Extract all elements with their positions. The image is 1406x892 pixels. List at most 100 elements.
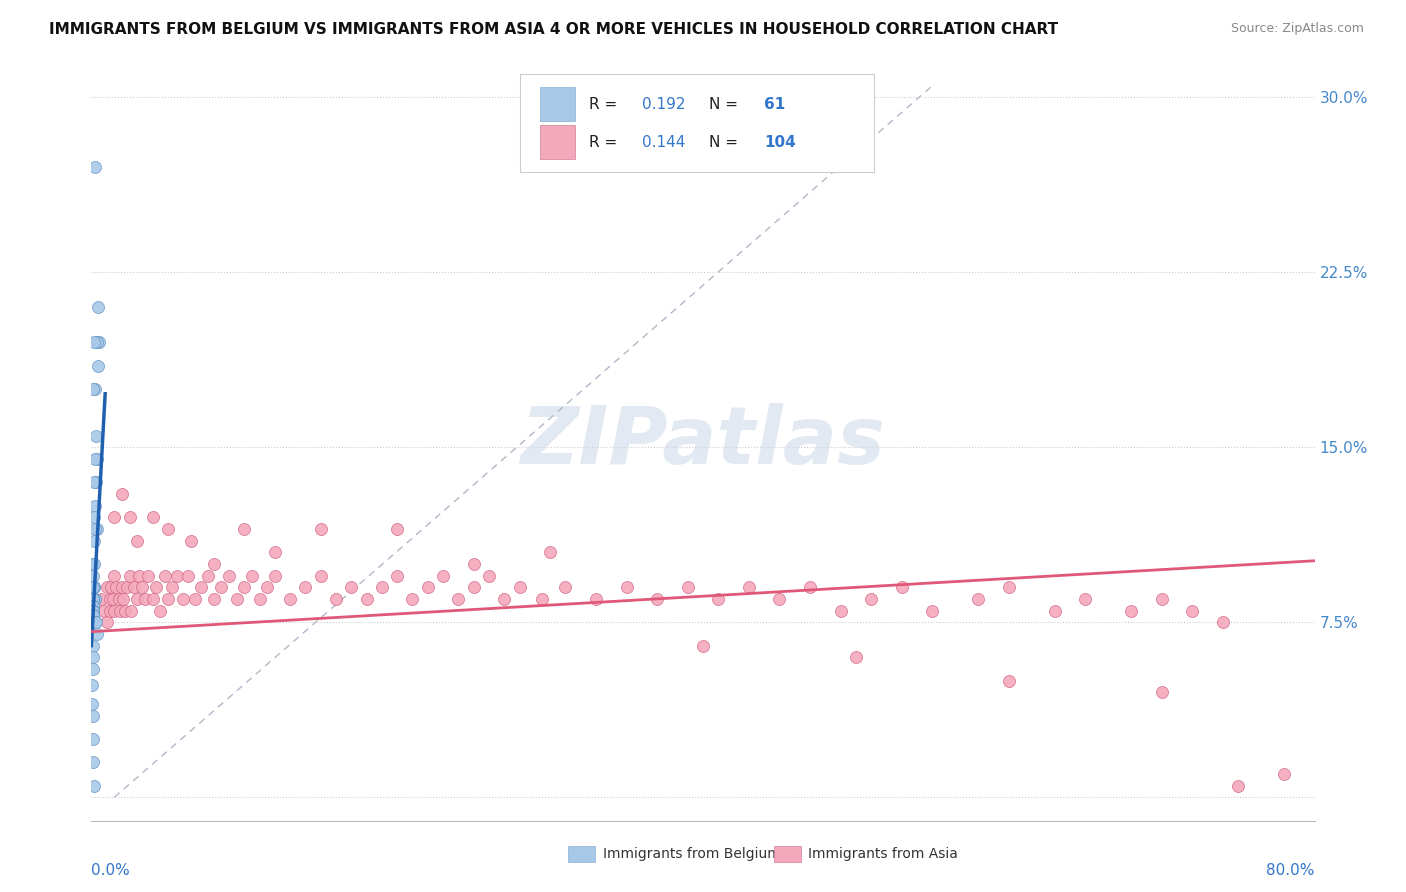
Bar — [540, 87, 575, 120]
Point — [98, 592, 121, 607]
Point — [967, 592, 990, 607]
Bar — [568, 846, 595, 863]
Point — [82, 382, 104, 396]
Point — [103, 604, 125, 618]
Point — [82, 678, 104, 692]
Point — [104, 580, 127, 594]
Point — [371, 580, 394, 594]
Point — [180, 533, 202, 548]
Point — [110, 604, 132, 618]
Point — [84, 522, 107, 536]
Point — [1181, 604, 1204, 618]
Point — [249, 592, 271, 607]
Point — [385, 522, 409, 536]
Point — [177, 568, 200, 582]
Point — [82, 615, 104, 630]
Point — [83, 533, 105, 548]
Point — [240, 568, 263, 582]
Point — [82, 592, 104, 607]
Point — [82, 592, 104, 607]
Point — [131, 580, 153, 594]
Point — [82, 568, 104, 582]
Text: 61: 61 — [765, 96, 786, 112]
Point — [478, 568, 501, 582]
Point — [84, 592, 107, 607]
Point — [340, 580, 363, 594]
Point — [401, 592, 423, 607]
Point — [82, 604, 104, 618]
Point — [156, 522, 179, 536]
Text: R =: R = — [589, 96, 623, 112]
Point — [256, 580, 278, 594]
Point — [84, 452, 107, 467]
Point — [645, 592, 668, 607]
Point — [84, 475, 107, 490]
Point — [860, 592, 883, 607]
Point — [83, 779, 105, 793]
Text: 80.0%: 80.0% — [1267, 863, 1315, 878]
Point — [692, 639, 714, 653]
Point — [83, 580, 105, 594]
Text: 0.192: 0.192 — [641, 96, 685, 112]
Point — [82, 731, 104, 746]
Point — [83, 510, 105, 524]
Point — [127, 592, 149, 607]
Point — [87, 359, 110, 373]
Point — [82, 604, 104, 618]
Point — [153, 568, 176, 582]
Point — [294, 580, 316, 594]
Point — [84, 499, 107, 513]
Point — [538, 545, 561, 559]
Point — [141, 510, 163, 524]
Point — [278, 592, 301, 607]
Point — [82, 580, 104, 594]
Text: Source: ZipAtlas.com: Source: ZipAtlas.com — [1230, 22, 1364, 36]
Point — [233, 522, 256, 536]
Point — [707, 592, 730, 607]
Point — [585, 592, 607, 607]
Point — [114, 604, 136, 618]
Point — [309, 568, 332, 582]
Point — [890, 580, 912, 594]
Point — [1121, 604, 1143, 618]
Point — [87, 301, 110, 315]
Point — [98, 604, 121, 618]
Point — [82, 604, 104, 618]
Point — [531, 592, 554, 607]
Point — [82, 639, 104, 653]
Point — [309, 522, 332, 536]
Point — [101, 592, 124, 607]
Point — [82, 708, 104, 723]
Point — [676, 580, 699, 594]
Point — [509, 580, 531, 594]
Point — [82, 662, 104, 676]
Point — [82, 592, 104, 607]
Point — [197, 568, 219, 582]
Point — [82, 697, 104, 711]
Point — [149, 604, 172, 618]
Point — [1150, 592, 1173, 607]
Text: 0.0%: 0.0% — [91, 863, 131, 878]
Point — [86, 452, 108, 467]
Point — [190, 580, 212, 594]
Point — [82, 756, 104, 770]
Text: N =: N = — [709, 135, 742, 150]
Point — [447, 592, 470, 607]
Point — [264, 568, 287, 582]
Point — [1227, 779, 1250, 793]
Point — [82, 650, 104, 665]
Point — [554, 580, 576, 594]
Point — [82, 599, 104, 613]
Point — [82, 592, 104, 607]
Point — [84, 615, 107, 630]
Point — [115, 580, 138, 594]
Text: N =: N = — [709, 96, 742, 112]
Point — [82, 615, 104, 630]
Point — [90, 592, 112, 607]
Point — [87, 335, 110, 350]
Point — [209, 580, 232, 594]
FancyBboxPatch shape — [520, 74, 875, 172]
Point — [141, 592, 163, 607]
Point — [799, 580, 821, 594]
Point — [1074, 592, 1097, 607]
